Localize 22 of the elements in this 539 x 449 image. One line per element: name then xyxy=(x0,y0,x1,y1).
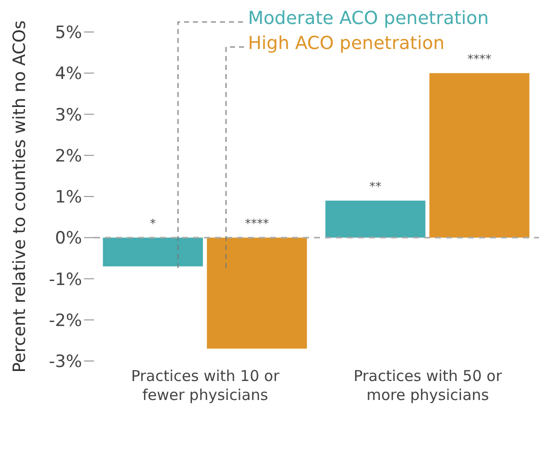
y-tick-label: -2% xyxy=(48,310,82,331)
y-tick-label: 3% xyxy=(55,105,82,126)
x-tick-label: Practices with 10 or fewer physicians xyxy=(131,367,280,404)
y-tick-label: 2% xyxy=(55,146,82,166)
bar xyxy=(206,238,307,349)
text: Moderate ACO penetration xyxy=(248,7,489,31)
y-tick-label: -1% xyxy=(48,270,82,290)
data-label: * xyxy=(150,216,156,231)
x-tick-label: Practices with 50 or more physicians xyxy=(354,367,503,404)
bar xyxy=(429,73,530,238)
data-label: **** xyxy=(244,216,269,231)
data-label: **** xyxy=(467,52,492,66)
y-tick-label: 5% xyxy=(55,23,82,44)
series-label: High ACO penetration xyxy=(248,33,444,54)
y-axis-title: Percent relative to counties with no ACOs xyxy=(10,20,30,373)
bar xyxy=(325,200,426,238)
bar xyxy=(102,238,203,266)
data-label: ** xyxy=(369,180,382,194)
y-tick-label: -3% xyxy=(48,352,82,372)
y-tick-label: 4% xyxy=(55,64,82,84)
y-tick-label: 0% xyxy=(55,228,82,249)
y-tick-label: 1% xyxy=(55,188,82,208)
